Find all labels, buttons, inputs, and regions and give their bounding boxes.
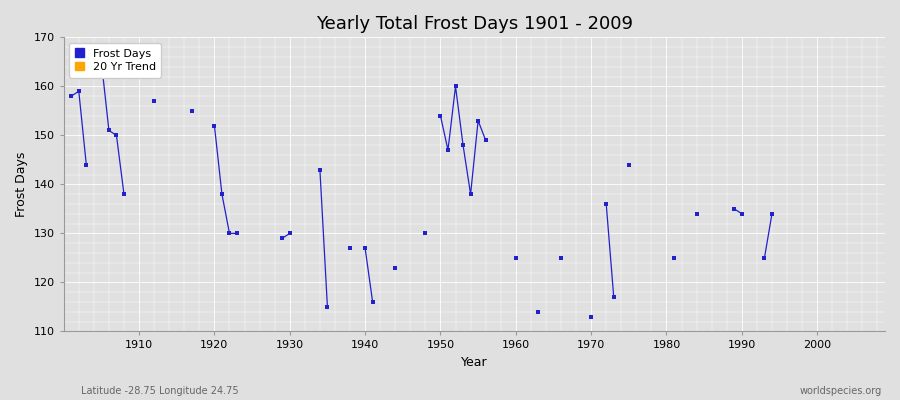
Point <box>94 59 109 65</box>
Point <box>479 137 493 144</box>
Point <box>184 108 199 114</box>
X-axis label: Year: Year <box>461 356 488 369</box>
Legend: Frost Days, 20 Yr Trend: Frost Days, 20 Yr Trend <box>69 43 161 78</box>
Point <box>388 264 402 271</box>
Point <box>464 191 478 197</box>
Point <box>320 304 335 310</box>
Point <box>531 309 545 315</box>
Point <box>441 147 455 153</box>
Point <box>102 127 116 134</box>
Point <box>230 230 244 236</box>
Point <box>79 162 94 168</box>
Point <box>471 118 485 124</box>
Point <box>207 122 221 129</box>
Point <box>109 132 123 138</box>
Point <box>365 299 380 305</box>
Point <box>343 245 357 251</box>
Point <box>622 162 636 168</box>
Point <box>765 210 779 217</box>
Point <box>418 230 433 236</box>
Point <box>508 255 523 261</box>
Point <box>64 93 78 99</box>
Text: Latitude -28.75 Longitude 24.75: Latitude -28.75 Longitude 24.75 <box>81 386 239 396</box>
Point <box>689 210 704 217</box>
Point <box>667 255 681 261</box>
Point <box>727 206 742 212</box>
Point <box>215 191 230 197</box>
Point <box>275 235 290 242</box>
Point <box>283 230 297 236</box>
Point <box>734 210 749 217</box>
Point <box>554 255 568 261</box>
Point <box>757 255 771 261</box>
Title: Yearly Total Frost Days 1901 - 2009: Yearly Total Frost Days 1901 - 2009 <box>316 15 633 33</box>
Point <box>584 314 598 320</box>
Point <box>147 98 161 104</box>
Text: worldspecies.org: worldspecies.org <box>800 386 882 396</box>
Point <box>222 230 237 236</box>
Point <box>456 142 471 148</box>
Point <box>607 294 621 300</box>
Point <box>358 245 373 251</box>
Point <box>117 191 131 197</box>
Point <box>433 112 447 119</box>
Point <box>312 166 327 173</box>
Point <box>72 88 86 94</box>
Y-axis label: Frost Days: Frost Days <box>15 152 28 217</box>
Point <box>448 83 463 90</box>
Point <box>599 201 614 207</box>
